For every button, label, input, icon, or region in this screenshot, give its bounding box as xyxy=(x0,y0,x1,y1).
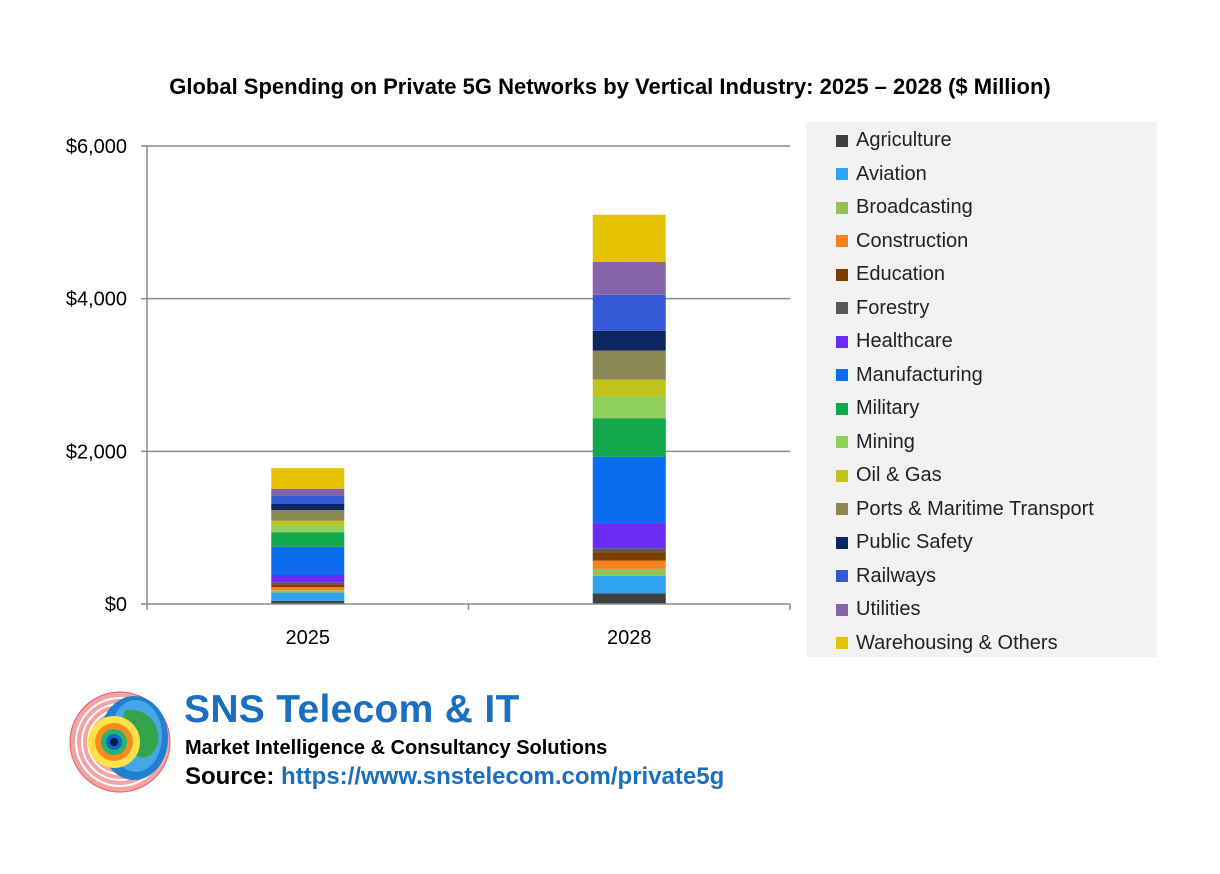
bar-segment xyxy=(592,214,666,263)
legend-swatch xyxy=(836,268,848,281)
legend-item: Broadcasting xyxy=(806,191,1157,225)
bar-segment xyxy=(271,592,345,601)
bar-segment xyxy=(271,468,345,489)
bar-segment xyxy=(592,396,666,419)
legend-label: Oil & Gas xyxy=(856,464,942,487)
legend-item: Ports & Maritime Transport xyxy=(806,493,1157,527)
legend-item: Oil & Gas xyxy=(806,459,1157,493)
legend-label: Manufacturing xyxy=(856,363,983,386)
legend-item: Agriculture xyxy=(806,124,1157,158)
bar-segment xyxy=(271,510,345,521)
legend-label: Agriculture xyxy=(856,129,952,152)
bar-segment xyxy=(271,532,345,547)
legend-item: Warehousing & Others xyxy=(806,627,1157,661)
chart-title: Global Spending on Private 5G Networks b… xyxy=(169,74,1051,99)
brand-name: SNS Telecom & IT xyxy=(184,688,520,731)
bar-segment xyxy=(271,600,345,604)
legend-label: Healthcare xyxy=(856,330,953,353)
legend-label: Broadcasting xyxy=(856,196,973,219)
legend-item: Construction xyxy=(806,225,1157,259)
bar-segment xyxy=(592,593,666,604)
legend-label: Aviation xyxy=(856,162,927,185)
source-label: Source: xyxy=(185,763,275,790)
legend-swatch xyxy=(836,302,848,315)
x-tick-label: 2025 xyxy=(286,627,331,649)
legend-item: Railways xyxy=(806,560,1157,594)
legend-label: Forestry xyxy=(856,296,930,319)
legend-label: Utilities xyxy=(856,598,921,621)
legend-swatch xyxy=(836,235,848,248)
legend-swatch xyxy=(836,637,848,650)
legend-item: Mining xyxy=(806,426,1157,460)
legend-item: Forestry xyxy=(806,292,1157,326)
legend-swatch xyxy=(836,603,848,616)
source-line: Source: https://www.snstelecom.com/priva… xyxy=(185,763,724,791)
brand-tagline: Market Intelligence & Consultancy Soluti… xyxy=(185,737,608,759)
legend-swatch xyxy=(836,503,848,516)
legend-item: Aviation xyxy=(806,158,1157,192)
bar-segment xyxy=(271,546,345,575)
chart-legend: Agriculture Aviation Broadcasting Construct… xyxy=(806,122,1157,657)
bar-segment xyxy=(271,574,345,583)
legend-swatch xyxy=(836,168,848,181)
y-tick-label: $4,000 xyxy=(66,289,127,311)
legend-item: Utilities xyxy=(806,593,1157,627)
bar-segment xyxy=(271,590,345,593)
legend-label: Construction xyxy=(856,229,969,252)
sns-globe-logo xyxy=(69,691,171,793)
bar-segment xyxy=(592,456,666,524)
legend-swatch xyxy=(836,335,848,348)
bar-segment xyxy=(592,523,666,549)
bar-segment xyxy=(592,350,666,380)
bar-segment xyxy=(592,560,666,569)
legend-swatch xyxy=(836,570,848,583)
bar-segment xyxy=(592,568,666,576)
legend-item: Military xyxy=(806,392,1157,426)
legend-label: Ports & Maritime Transport xyxy=(856,497,1094,520)
y-tick-label: $0 xyxy=(105,594,127,616)
bar-segment xyxy=(592,418,666,457)
legend-item: Public Safety xyxy=(806,526,1157,560)
source-link[interactable]: https://www.snstelecom.com/private5g xyxy=(281,763,725,790)
x-tick-label: 2028 xyxy=(607,627,652,649)
bar-segment xyxy=(271,582,345,585)
bar-segment xyxy=(592,379,666,397)
bar-segment xyxy=(271,495,345,505)
legend-swatch xyxy=(836,469,848,482)
legend-swatch xyxy=(836,436,848,449)
bar-segment xyxy=(592,575,666,594)
bar-segment xyxy=(592,548,666,553)
legend-swatch xyxy=(836,402,848,415)
y-tick-label: $2,000 xyxy=(66,441,127,463)
bar-segment xyxy=(271,584,345,588)
bar-segment xyxy=(271,525,345,533)
legend-label: Public Safety xyxy=(856,531,973,554)
legend-swatch xyxy=(836,134,848,147)
bar-segment xyxy=(271,587,345,591)
legend-label: Military xyxy=(856,397,920,420)
legend-label: Mining xyxy=(856,430,915,453)
legend-swatch xyxy=(836,369,848,382)
y-tick-label: $6,000 xyxy=(66,136,127,158)
bar-segment xyxy=(592,552,666,561)
bar-segment xyxy=(592,262,666,295)
legend-item: Education xyxy=(806,258,1157,292)
legend-label: Railways xyxy=(856,564,937,587)
bar-segment xyxy=(271,488,345,496)
legend-item: Healthcare xyxy=(806,325,1157,359)
bar-segment xyxy=(271,520,345,526)
bar-segment xyxy=(592,330,666,351)
legend-item: Manufacturing xyxy=(806,359,1157,393)
legend-swatch xyxy=(836,536,848,549)
legend-swatch xyxy=(836,201,848,214)
legend-label: Education xyxy=(856,263,945,286)
bar-segment xyxy=(592,294,666,331)
legend-label: Warehousing & Others xyxy=(856,631,1058,654)
bar-segment xyxy=(271,504,345,511)
